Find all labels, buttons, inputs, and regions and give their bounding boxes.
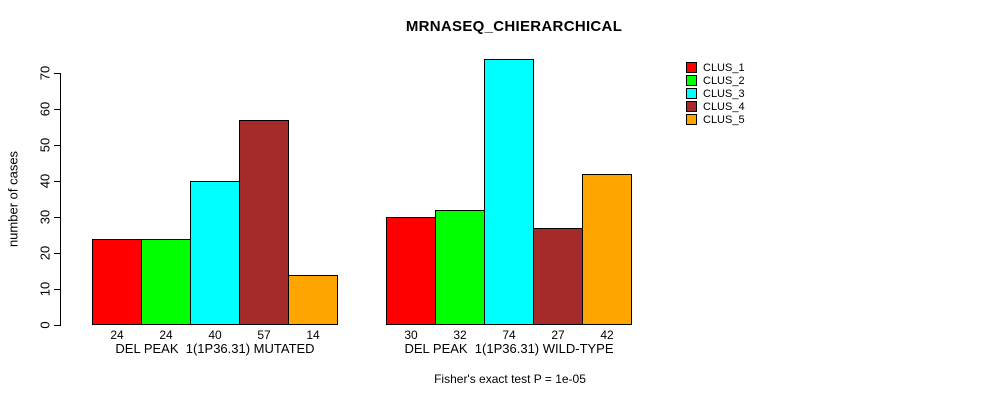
legend-label: CLUS_5 — [703, 113, 745, 126]
y-tick-mark — [54, 325, 60, 326]
y-tick-label: 20 — [37, 245, 53, 261]
legend-label: CLUS_1 — [703, 61, 745, 74]
legend-item-clus_3: CLUS_3 — [686, 87, 745, 100]
bar-clus_4-group0 — [239, 120, 289, 325]
y-tick-mark — [54, 253, 60, 254]
legend-item-clus_5: CLUS_5 — [686, 113, 745, 126]
y-tick-label: 40 — [37, 173, 53, 189]
bar-value-label: 30 — [404, 328, 418, 342]
bar-clus_5-group0 — [288, 275, 338, 325]
legend: CLUS_1 CLUS_2 CLUS_3 CLUS_4 CLUS_5 — [686, 61, 745, 126]
bar-clus_4-group1 — [533, 228, 583, 325]
y-tick-label: 10 — [37, 281, 53, 297]
y-tick-mark — [54, 217, 60, 218]
legend-label: CLUS_2 — [703, 74, 745, 87]
bar-clus_1-group0 — [92, 239, 142, 325]
bar-value-label: 74 — [502, 328, 516, 342]
legend-item-clus_2: CLUS_2 — [686, 74, 745, 87]
legend-swatch-icon — [686, 75, 697, 86]
y-axis-label: number of cases — [5, 150, 21, 248]
y-tick-mark — [54, 109, 60, 110]
legend-swatch-icon — [686, 114, 697, 125]
chart-title: MRNASEQ_CHIERARCHICAL — [405, 18, 623, 35]
y-axis — [60, 73, 61, 326]
bar-value-label: 14 — [306, 328, 320, 342]
y-tick-label: 70 — [37, 65, 53, 81]
legend-swatch-icon — [686, 88, 697, 99]
y-tick-mark — [54, 73, 60, 74]
bar-value-label: 57 — [257, 328, 271, 342]
bar-value-label: 24 — [110, 328, 124, 342]
bar-value-label: 32 — [453, 328, 467, 342]
legend-swatch-icon — [686, 62, 697, 73]
bar-clus_3-group0 — [190, 181, 240, 325]
bar-value-label: 40 — [208, 328, 222, 342]
y-tick-label: 0 — [37, 321, 53, 329]
bar-value-label: 24 — [159, 328, 173, 342]
y-tick-mark — [54, 181, 60, 182]
y-tick-label: 30 — [37, 209, 53, 225]
bar-clus_3-group1 — [484, 59, 534, 325]
bar-value-label: 42 — [600, 328, 614, 342]
x-axis-category-label: DEL PEAK 1(1P36.31) MUTATED — [115, 341, 315, 356]
fisher-test-annotation: Fisher's exact test P = 1e-05 — [434, 372, 586, 386]
legend-item-clus_4: CLUS_4 — [686, 100, 745, 113]
y-tick-label: 60 — [37, 101, 53, 117]
legend-label: CLUS_3 — [703, 87, 745, 100]
bar-value-label: 27 — [551, 328, 565, 342]
x-axis-category-label: DEL PEAK 1(1P36.31) WILD-TYPE — [404, 341, 614, 356]
bar-clus_1-group1 — [386, 217, 436, 325]
bar-clus_2-group0 — [141, 239, 191, 325]
bar-clus_2-group1 — [435, 210, 485, 325]
legend-swatch-icon — [686, 101, 697, 112]
y-tick-mark — [54, 145, 60, 146]
y-tick-mark — [54, 289, 60, 290]
legend-label: CLUS_4 — [703, 100, 745, 113]
bar-clus_5-group1 — [582, 174, 632, 325]
legend-item-clus_1: CLUS_1 — [686, 61, 745, 74]
y-tick-label: 50 — [37, 137, 53, 153]
